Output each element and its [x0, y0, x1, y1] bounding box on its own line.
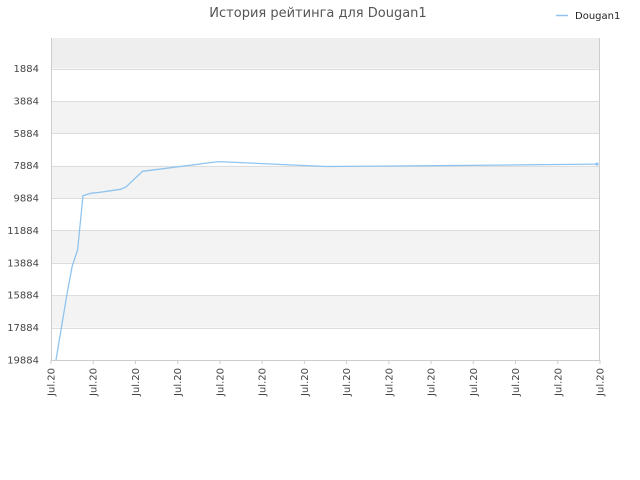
- band-5: [51, 230, 600, 263]
- y-tick-label-2: 5884: [14, 129, 39, 140]
- legend[interactable]: Dougan1: [556, 11, 620, 22]
- y-tick-label-3: 7884: [14, 161, 39, 172]
- background-bands: [51, 38, 600, 328]
- band-3: [51, 165, 600, 199]
- series-line-0: [55, 160, 598, 361]
- x-tick-label-0: Jul.20: [47, 368, 58, 397]
- series-end-point-0: [595, 162, 599, 166]
- y-tick-label-7: 15884: [7, 291, 39, 302]
- y-tick-label-9: 19884: [7, 356, 39, 367]
- x-tick-label-6: Jul.20: [300, 368, 311, 397]
- y-tick-label-6: 13884: [7, 258, 39, 269]
- axes: [51, 38, 600, 361]
- band-top: [51, 38, 600, 69]
- y-tick-label-1: 3884: [14, 96, 39, 107]
- y-tick-label-8: 17884: [7, 323, 39, 334]
- legend-label: Dougan1: [575, 11, 620, 22]
- y-tick-labels: 1884 3884 5884 7884 9884 11884 13884 15884 17884…: [7, 64, 39, 366]
- x-tick-label-9: Jul.20: [427, 368, 438, 397]
- x-tick-label-2: Jul.20: [131, 368, 142, 397]
- band-1: [51, 100, 600, 134]
- x-tick-label-5: Jul.20: [258, 368, 269, 397]
- x-tick-label-11: Jul.20: [511, 368, 522, 397]
- band-7: [51, 295, 600, 328]
- x-tick-label-7: Jul.20: [342, 368, 353, 397]
- x-tick-label-1: Jul.20: [89, 368, 100, 397]
- x-tick-label-3: Jul.20: [173, 368, 184, 397]
- x-tick-label-4: Jul.20: [215, 368, 226, 397]
- x-tick-label-12: Jul.20: [553, 368, 564, 397]
- x-tick-label-13: Jul.20: [596, 368, 607, 397]
- y-tick-label-4: 9884: [14, 194, 39, 205]
- series-layer: [55, 160, 599, 361]
- x-tick-label-8: Jul.20: [384, 368, 395, 397]
- x-tick-labels: Jul.20 Jul.20 Jul.20 Jul.20 Jul.20 Jul.20 Jul.…: [47, 360, 607, 397]
- y-tick-label-5: 11884: [7, 226, 39, 237]
- y-tick-label-0: 1884: [14, 64, 39, 75]
- x-tick-label-10: Jul.20: [469, 368, 480, 397]
- chart-title: История рейтинга для Dougan1: [209, 6, 426, 21]
